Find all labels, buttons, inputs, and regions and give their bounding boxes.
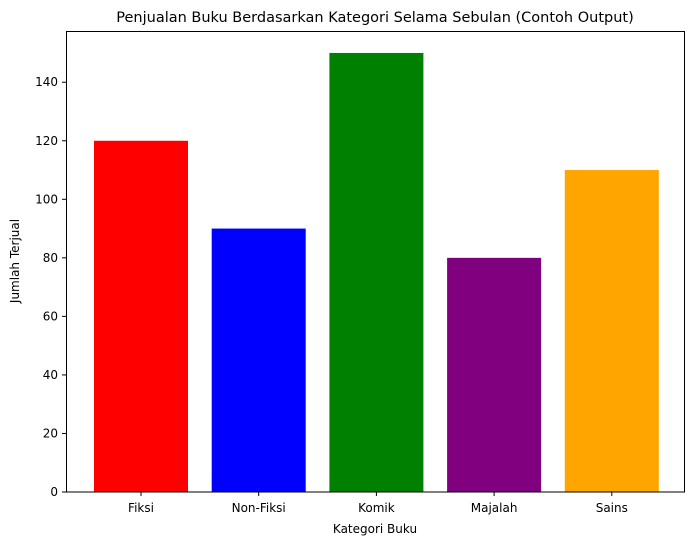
- y-tick-label: 40: [43, 368, 58, 382]
- y-tick-label: 20: [43, 426, 58, 440]
- x-axis-title: Kategori Buku: [333, 522, 417, 536]
- x-tick-label: Majalah: [471, 501, 518, 515]
- bar-sains: [564, 170, 659, 493]
- y-tick-label: 100: [35, 192, 58, 206]
- bar-majalah: [447, 257, 542, 492]
- x-tick-label: Fiksi: [128, 501, 154, 515]
- bar-fiksi: [94, 140, 188, 492]
- y-tick-label: 80: [43, 251, 58, 265]
- y-axis-title: Jumlah Terjual: [8, 219, 22, 304]
- chart-title: Penjualan Buku Berdasarkan Kategori Sela…: [116, 10, 633, 26]
- plot-frame: [66, 31, 685, 493]
- bar-komik: [329, 52, 424, 492]
- y-axis: 0 20 40 60 80 100 120 140: [35, 75, 66, 499]
- y-tick-label: 140: [35, 75, 58, 89]
- bar-non-fiksi: [211, 228, 306, 493]
- bars-layer: [94, 52, 659, 493]
- x-axis: Fiksi Non-Fiksi Komik Majalah Sains: [128, 492, 628, 515]
- x-tick-label: Non-Fiksi: [232, 501, 286, 515]
- y-tick-label: 120: [35, 134, 58, 148]
- y-tick-label: 60: [43, 309, 58, 323]
- x-tick-label: Komik: [358, 501, 395, 515]
- y-tick-label: 0: [50, 485, 58, 499]
- x-tick-label: Sains: [596, 501, 628, 515]
